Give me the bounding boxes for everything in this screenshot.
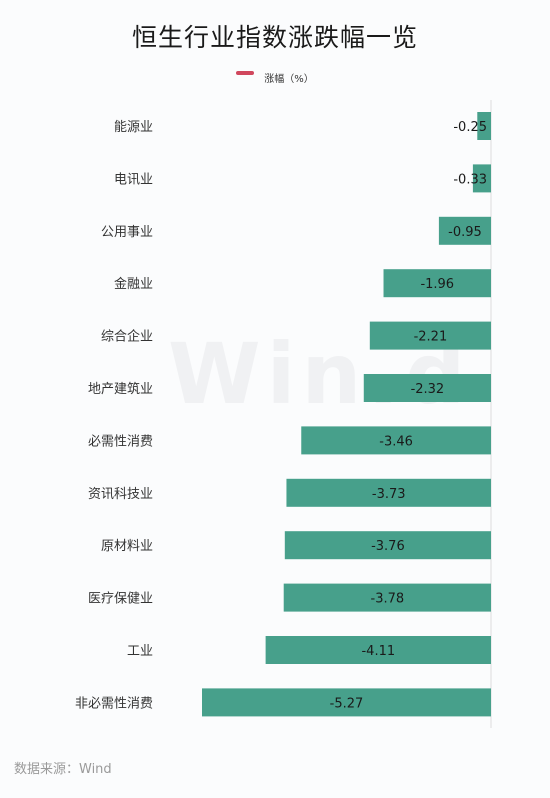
category-label-4: 综合企业: [101, 329, 153, 345]
category-label-9: 医疗保健业: [88, 592, 153, 607]
category-label-3: 金融业: [114, 276, 153, 292]
bar-6: [301, 426, 491, 455]
category-label-6: 必需性消费: [88, 434, 153, 449]
bar-4: [369, 321, 491, 350]
category-label-0: 能源业: [114, 120, 153, 135]
category-label-5: 地产建筑业: [88, 381, 153, 397]
bar-7: [286, 478, 491, 507]
value-label-6: -3.46: [379, 434, 413, 449]
bar-2: [438, 216, 491, 245]
value-label-9: -3.78: [371, 592, 405, 607]
bar-9: [283, 583, 491, 612]
value-label-8: -3.76: [371, 539, 405, 554]
legend-label: 涨幅（%）: [264, 74, 314, 85]
category-label-1: 电讯业: [114, 172, 153, 187]
chart-legend: 涨幅（%）: [0, 66, 550, 85]
value-label-0: -0.25: [453, 120, 487, 135]
bar-5: [363, 374, 491, 402]
value-label-10: -4.11: [361, 644, 395, 659]
category-label-7: 资讯科技业: [88, 487, 153, 502]
category-label-8: 原材料业: [101, 539, 153, 554]
value-label-2: -0.95: [448, 225, 482, 240]
value-label-11: -5.27: [330, 696, 364, 711]
bar-3: [383, 269, 491, 298]
category-label-10: 工业: [127, 644, 153, 659]
value-label-3: -1.96: [420, 277, 454, 292]
bar-10: [265, 636, 491, 664]
bar-8: [284, 531, 491, 560]
bar-11: [202, 688, 491, 717]
legend-swatch: [236, 70, 255, 75]
value-label-7: -3.73: [372, 487, 406, 502]
value-label-5: -2.32: [411, 382, 445, 397]
bar-1: [472, 164, 491, 193]
category-label-2: 公用事业: [101, 225, 153, 240]
value-label-4: -2.21: [414, 330, 448, 345]
category-label-11: 非必需性消费: [75, 696, 153, 711]
source-note: 数据来源：Wind: [14, 762, 112, 777]
bar-0: [477, 112, 491, 140]
value-label-1: -0.33: [453, 172, 487, 187]
chart-title: 恒生行业指数涨跌幅一览: [131, 23, 418, 52]
